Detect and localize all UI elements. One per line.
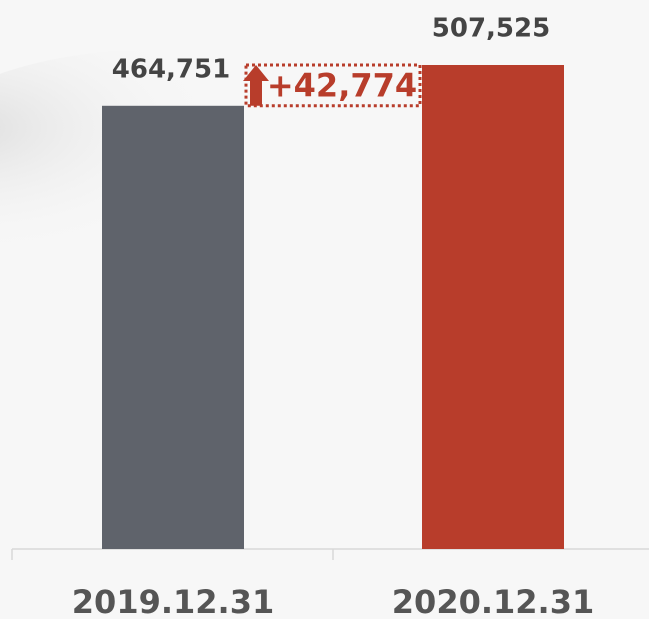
page: {"chart_data": {"type": "bar", "categori… bbox=[0, 0, 649, 619]
x-tick-label: 2019.12.31 bbox=[72, 583, 274, 619]
value-label: 464,751 bbox=[112, 54, 230, 84]
bar bbox=[102, 106, 244, 549]
value-label: 507,525 bbox=[432, 14, 550, 44]
chart: 464,751 2019.12.31 507,525 2020.12.31 +42,77… bbox=[0, 0, 649, 619]
bar bbox=[422, 65, 564, 549]
difference-label: +42,774 bbox=[267, 66, 417, 104]
x-tick-label: 2020.12.31 bbox=[392, 583, 594, 619]
